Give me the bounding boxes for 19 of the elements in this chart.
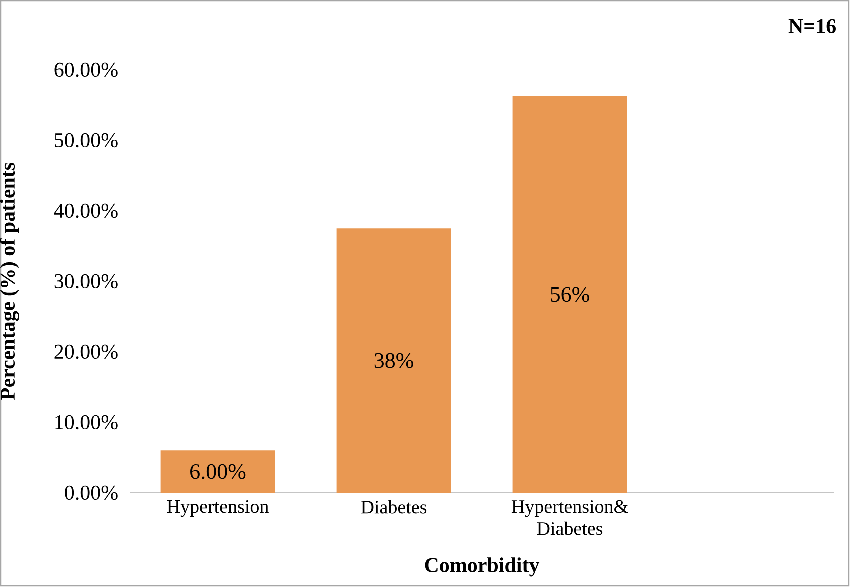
bar (336, 228, 452, 493)
bar (160, 450, 276, 493)
x-tick-label: Hypertension (167, 500, 269, 518)
y-tick-label: 0.00% (65, 486, 118, 500)
y-tick-label: 60.00% (54, 62, 118, 78)
bar (512, 96, 628, 493)
y-tick-label: 40.00% (54, 204, 118, 218)
x-axis-title: Comorbidity (425, 558, 540, 577)
y-tick-label: 20.00% (54, 344, 118, 360)
data-label: 56% (551, 287, 590, 302)
y-tick-label: 10.00% (56, 415, 118, 430)
data-label: 38% (374, 353, 414, 368)
y-tick-label: 50.00% (55, 133, 118, 148)
text: N=16 (788, 19, 836, 34)
x-tick-label: Hypertension& Diabetes (512, 500, 628, 536)
data-label: 6.00% (190, 464, 246, 480)
x-tick-label: Diabetes (361, 500, 427, 514)
y-tick-label: 30.00% (54, 274, 118, 289)
y-axis-title: Percentage (%) of patients (0, 162, 20, 400)
